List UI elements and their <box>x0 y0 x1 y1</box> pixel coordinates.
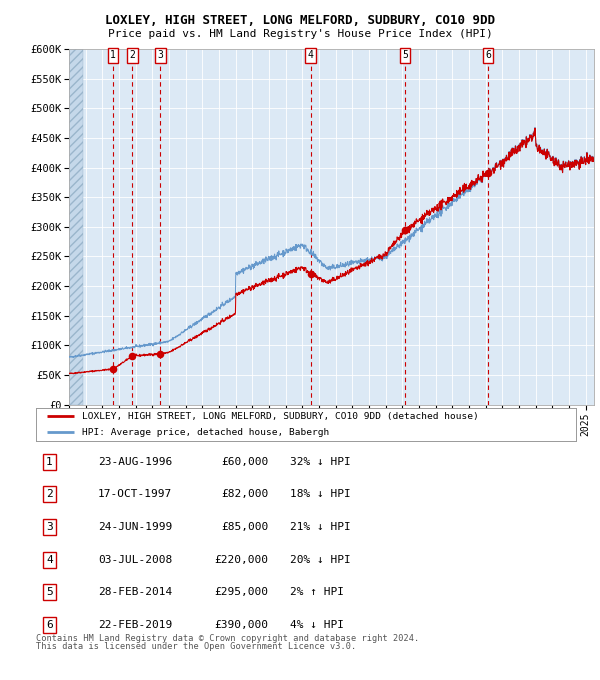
Text: 23-AUG-1996: 23-AUG-1996 <box>98 457 172 466</box>
Text: 03-JUL-2008: 03-JUL-2008 <box>98 555 172 564</box>
Text: 24-JUN-1999: 24-JUN-1999 <box>98 522 172 532</box>
Text: 22-FEB-2019: 22-FEB-2019 <box>98 620 172 630</box>
Text: LOXLEY, HIGH STREET, LONG MELFORD, SUDBURY, CO10 9DD: LOXLEY, HIGH STREET, LONG MELFORD, SUDBU… <box>105 14 495 27</box>
Text: Contains HM Land Registry data © Crown copyright and database right 2024.: Contains HM Land Registry data © Crown c… <box>36 634 419 643</box>
Text: 1: 1 <box>46 457 53 466</box>
Text: £82,000: £82,000 <box>221 490 268 499</box>
Text: LOXLEY, HIGH STREET, LONG MELFORD, SUDBURY, CO10 9DD (detached house): LOXLEY, HIGH STREET, LONG MELFORD, SUDBU… <box>82 411 479 421</box>
Text: 21% ↓ HPI: 21% ↓ HPI <box>290 522 350 532</box>
Text: 32% ↓ HPI: 32% ↓ HPI <box>290 457 350 466</box>
Text: 4: 4 <box>46 555 53 564</box>
Text: 3: 3 <box>157 50 163 61</box>
Text: 6: 6 <box>485 50 491 61</box>
Text: 4% ↓ HPI: 4% ↓ HPI <box>290 620 344 630</box>
Text: 2: 2 <box>46 490 53 499</box>
Text: £295,000: £295,000 <box>214 588 268 597</box>
Text: 2: 2 <box>129 50 135 61</box>
Text: 28-FEB-2014: 28-FEB-2014 <box>98 588 172 597</box>
Text: £85,000: £85,000 <box>221 522 268 532</box>
Text: 5: 5 <box>402 50 408 61</box>
Text: HPI: Average price, detached house, Babergh: HPI: Average price, detached house, Babe… <box>82 428 329 437</box>
Polygon shape <box>69 49 83 405</box>
Text: 17-OCT-1997: 17-OCT-1997 <box>98 490 172 499</box>
Text: 6: 6 <box>46 620 53 630</box>
Text: 3: 3 <box>46 522 53 532</box>
Text: 20% ↓ HPI: 20% ↓ HPI <box>290 555 350 564</box>
Text: 2% ↑ HPI: 2% ↑ HPI <box>290 588 344 597</box>
Text: £220,000: £220,000 <box>214 555 268 564</box>
Text: £60,000: £60,000 <box>221 457 268 466</box>
Text: 5: 5 <box>46 588 53 597</box>
Text: This data is licensed under the Open Government Licence v3.0.: This data is licensed under the Open Gov… <box>36 642 356 651</box>
Text: 1: 1 <box>110 50 116 61</box>
Text: £390,000: £390,000 <box>214 620 268 630</box>
Text: Price paid vs. HM Land Registry's House Price Index (HPI): Price paid vs. HM Land Registry's House … <box>107 29 493 39</box>
Text: 18% ↓ HPI: 18% ↓ HPI <box>290 490 350 499</box>
Text: 4: 4 <box>308 50 314 61</box>
